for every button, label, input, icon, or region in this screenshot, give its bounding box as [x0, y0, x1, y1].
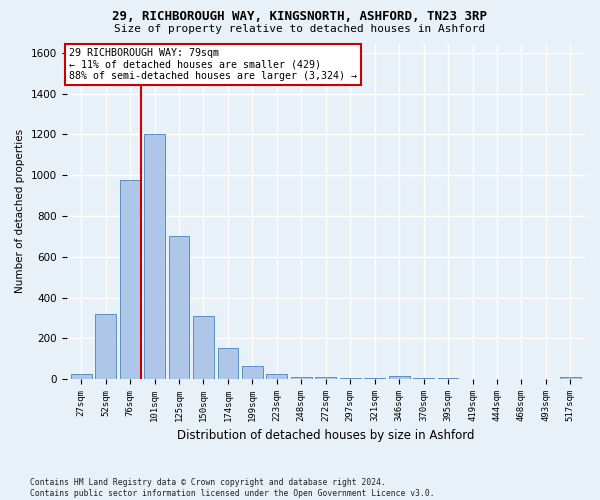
Bar	[560, 377, 581, 379]
Bar	[218, 348, 238, 379]
Bar	[120, 180, 140, 379]
Bar	[462, 378, 483, 379]
Bar	[242, 366, 263, 379]
Y-axis label: Number of detached properties: Number of detached properties	[15, 129, 25, 293]
Bar	[193, 316, 214, 379]
Bar	[389, 376, 410, 379]
Text: 29, RICHBOROUGH WAY, KINGSNORTH, ASHFORD, TN23 3RP: 29, RICHBOROUGH WAY, KINGSNORTH, ASHFORD…	[113, 10, 487, 23]
Bar	[340, 378, 361, 379]
Text: Size of property relative to detached houses in Ashford: Size of property relative to detached ho…	[115, 24, 485, 34]
Bar	[169, 236, 190, 379]
Bar	[95, 314, 116, 379]
Text: 29 RICHBOROUGH WAY: 79sqm
← 11% of detached houses are smaller (429)
88% of semi: 29 RICHBOROUGH WAY: 79sqm ← 11% of detac…	[69, 48, 357, 81]
Bar	[437, 378, 458, 379]
Bar	[291, 376, 312, 379]
Bar	[144, 134, 165, 379]
Bar	[364, 378, 385, 379]
Bar	[413, 378, 434, 379]
Bar	[316, 377, 336, 379]
X-axis label: Distribution of detached houses by size in Ashford: Distribution of detached houses by size …	[177, 430, 475, 442]
Bar	[71, 374, 92, 379]
Bar	[266, 374, 287, 379]
Text: Contains HM Land Registry data © Crown copyright and database right 2024.
Contai: Contains HM Land Registry data © Crown c…	[30, 478, 434, 498]
